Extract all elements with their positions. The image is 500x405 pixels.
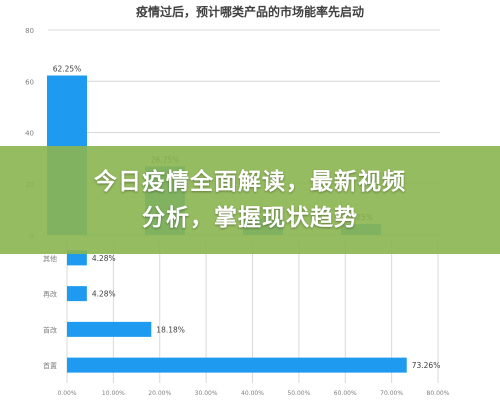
top-bar-data-label: 62.25% xyxy=(53,64,82,73)
bottom-bar xyxy=(67,286,87,302)
bottom-x-tick-label: 30.00% xyxy=(195,390,218,397)
headline-line-2: 分析，掌握现状趋势 xyxy=(142,205,358,231)
bottom-x-tick-label: 40.00% xyxy=(241,390,264,397)
bottom-bar-data-label: 4.28% xyxy=(92,290,116,299)
bottom-bar xyxy=(67,321,152,337)
bottom-bar-data-label: 73.26% xyxy=(412,361,441,370)
headline-banner: 今日疫情全面解读，最新视频 分析，掌握现状趋势 xyxy=(0,146,500,254)
bottom-x-tick-label: 80.00% xyxy=(427,390,450,397)
bottom-x-tick-label: 10.00% xyxy=(102,390,125,397)
bottom-x-tick-label: 20.00% xyxy=(148,390,171,397)
top-y-tick-label: 60 xyxy=(25,78,34,86)
bottom-category-label: 其他 xyxy=(43,254,57,263)
bottom-category-label: 首改 xyxy=(43,325,57,334)
bottom-chart: 0.00% 10.00% 20.00% 30.00% 40.00% 50.00% 60.00… xyxy=(43,240,450,397)
bottom-x-tick-label: 60.00% xyxy=(334,390,357,397)
bottom-x-tick-label: 70.00% xyxy=(380,390,403,397)
bottom-bar xyxy=(67,357,407,373)
top-y-tick-label: 80 xyxy=(25,27,34,35)
bottom-x-tick-label: 50.00% xyxy=(287,390,310,397)
top-y-tick-label: 40 xyxy=(25,130,34,138)
bottom-category-label: 再改 xyxy=(43,290,57,299)
bottom-bar xyxy=(67,250,87,266)
bottom-bar-data-label: 4.28% xyxy=(92,254,116,263)
bottom-category-label: 首置 xyxy=(43,361,57,370)
bottom-bar-data-label: 18.18% xyxy=(156,325,185,334)
top-chart-title: 疫情过后，预计哪类产品的市场能率先启动 xyxy=(136,4,364,19)
bottom-x-tick-label: 0.00% xyxy=(57,390,76,397)
headline-line-1: 今日疫情全面解读，最新视频 xyxy=(94,169,406,195)
